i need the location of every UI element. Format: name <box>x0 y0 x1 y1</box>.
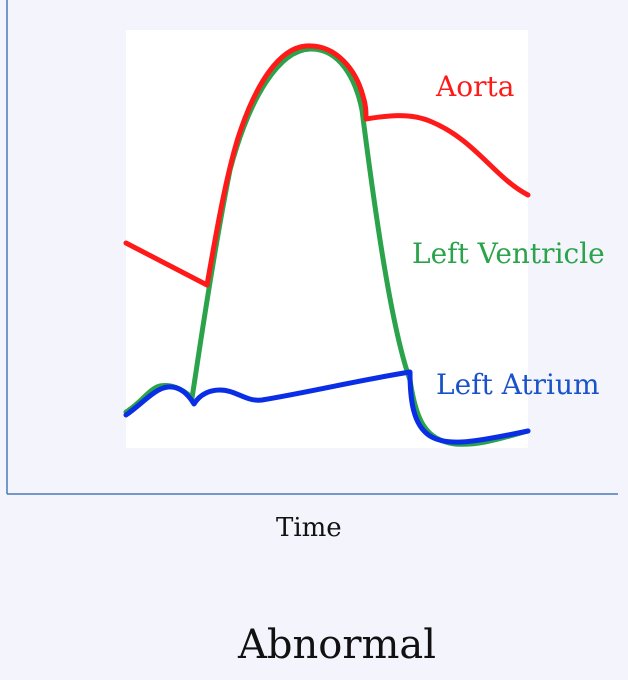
aorta-label: Aorta <box>436 70 515 103</box>
left-atrium-curve <box>123 369 531 445</box>
diagram-caption: Abnormal <box>238 622 437 668</box>
left-atrium-label: Left Atrium <box>436 368 600 401</box>
aorta-curve <box>123 43 531 288</box>
left-ventricle-label: Left Ventricle <box>412 237 605 270</box>
x-axis-label: Time <box>276 513 342 543</box>
